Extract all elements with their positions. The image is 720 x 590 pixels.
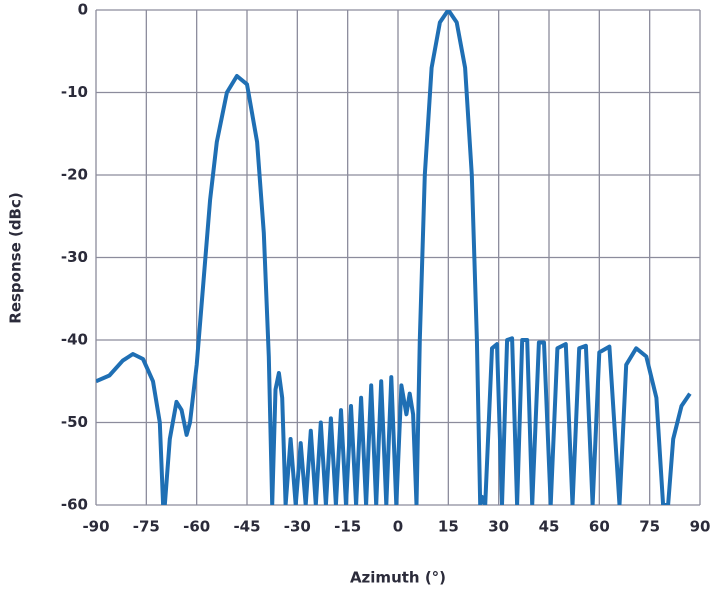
- x-tick-label: 45: [539, 518, 560, 536]
- y-tick-label: 0: [78, 1, 88, 19]
- y-tick-label: -50: [61, 413, 88, 431]
- y-axis-label: Response (dBc): [7, 192, 25, 323]
- y-tick-label: -10: [61, 83, 88, 101]
- line: [96, 10, 692, 505]
- y-tick-label: -20: [61, 166, 88, 184]
- x-tick-label: -45: [233, 518, 260, 536]
- x-tick-label: 30: [488, 518, 509, 536]
- x-tick-label: -90: [82, 518, 109, 536]
- x-tick-label: 90: [690, 518, 711, 536]
- x-tick-label: -30: [284, 518, 311, 536]
- x-tick-label: -60: [183, 518, 210, 536]
- y-tick-label: -60: [61, 496, 88, 514]
- x-tick-label: 0: [393, 518, 403, 536]
- x-tick-label: -75: [133, 518, 160, 536]
- x-tick-label: 15: [438, 518, 459, 536]
- y-tick-label: -40: [61, 331, 88, 349]
- x-tick-label: 60: [589, 518, 610, 536]
- y-tick-label: -30: [61, 248, 88, 266]
- x-tick-label: -15: [334, 518, 361, 536]
- x-axis-label: Azimuth (°): [350, 569, 446, 587]
- x-tick-label: 75: [639, 518, 660, 536]
